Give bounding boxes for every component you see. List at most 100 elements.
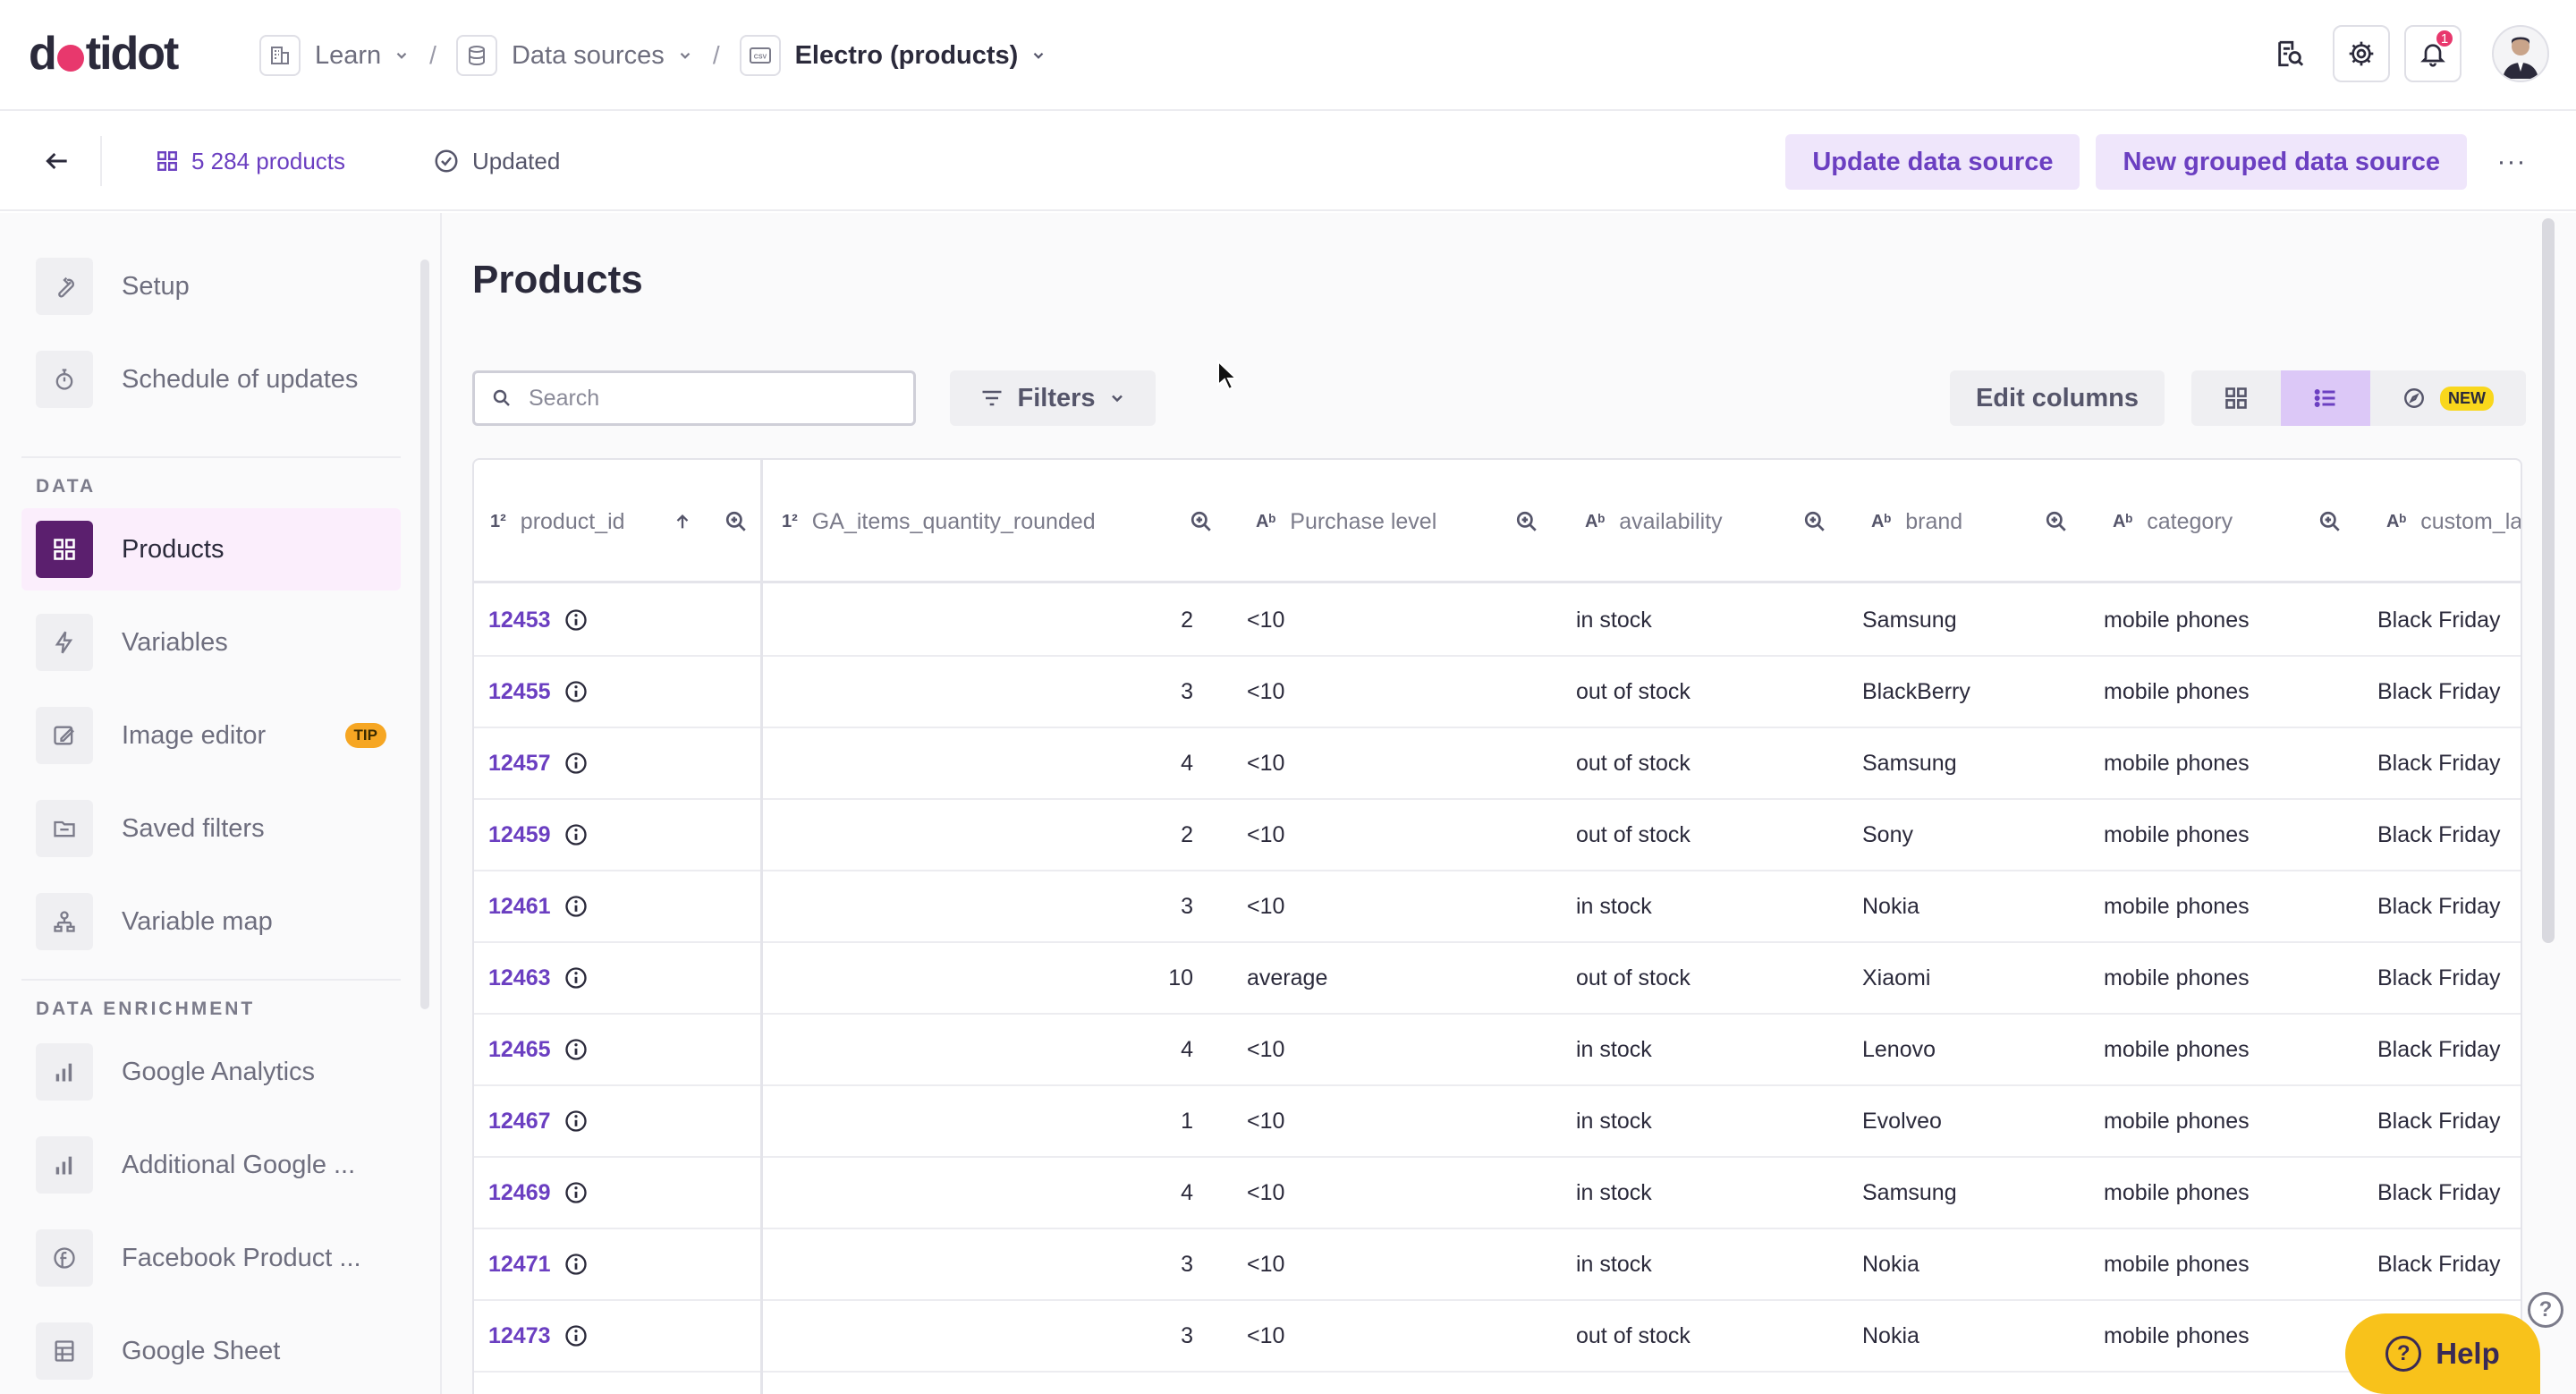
column-header-ga-quantity[interactable]: 1² GA_items_quantity_rounded xyxy=(782,460,1238,583)
cell-purchase-level: <10 xyxy=(1247,1086,1551,1156)
table-row[interactable]: 12453 2 <10 in stock Samsung mobile phones Bla… xyxy=(474,585,2521,657)
zoom-icon[interactable] xyxy=(1803,510,1826,533)
table-row[interactable]: 12461 3 <10 in stock Nokia mobile phones Black… xyxy=(474,871,2521,943)
cell-product-id-value: 12461 xyxy=(488,893,551,919)
cell-product-id[interactable]: 12471 xyxy=(488,1229,748,1299)
breadcrumb-electro-products[interactable]: CSV Electro (products) xyxy=(739,32,1047,79)
cell-product-id[interactable]: 12463 xyxy=(488,943,748,1013)
breadcrumb-learn-label: Learn xyxy=(315,40,382,70)
cell-product-id[interactable]: 12469 xyxy=(488,1158,748,1228)
list-view-button[interactable] xyxy=(2281,370,2370,426)
column-header-purchase-level[interactable]: Aᵇ Purchase level xyxy=(1256,460,1560,583)
info-icon[interactable] xyxy=(564,608,589,633)
sidebar-item-google-analytics[interactable]: Google Analytics xyxy=(21,1031,401,1113)
notifications-button[interactable]: 1 xyxy=(2404,25,2462,82)
settings-button[interactable] xyxy=(2333,25,2390,82)
grid-view-button[interactable] xyxy=(2191,370,2281,426)
sidebar-item-variable-map[interactable]: Variable map xyxy=(21,880,401,963)
sidebar-item-image-editor[interactable]: Image editor TIP xyxy=(21,694,401,777)
back-button[interactable] xyxy=(38,141,77,181)
edit-columns-button[interactable]: Edit columns xyxy=(1950,370,2165,426)
sub-header: 5 284 products Updated Update data sourc… xyxy=(0,111,2576,211)
table-row[interactable]: 12471 3 <10 in stock Nokia mobile phones Black… xyxy=(474,1229,2521,1301)
cell-brand: Nokia xyxy=(1862,1301,2095,1371)
sidebar-item-additional-google[interactable]: Additional Google ... xyxy=(21,1124,401,1206)
cell-product-id[interactable]: 12459 xyxy=(488,800,748,870)
sidebar-item-facebook-product[interactable]: Facebook Product ... xyxy=(21,1217,401,1299)
zoom-icon[interactable] xyxy=(2045,510,2068,533)
zoom-icon[interactable] xyxy=(1515,510,1538,533)
table-row[interactable]: 12463 10 average out of stock Xiaomi mobile p… xyxy=(474,943,2521,1015)
info-icon[interactable] xyxy=(564,679,589,704)
breadcrumb-data-sources[interactable]: Data sources xyxy=(455,32,693,79)
info-icon[interactable] xyxy=(564,1037,589,1062)
table-row[interactable]: 12457 4 <10 out of stock Samsung mobile phone… xyxy=(474,728,2521,800)
cell-ga-quantity-value: 4 xyxy=(1181,1179,1193,1205)
table-row[interactable]: 12469 4 <10 in stock Samsung mobile phones Bla… xyxy=(474,1158,2521,1229)
tip-badge: TIP xyxy=(344,723,386,748)
info-icon[interactable] xyxy=(564,894,589,919)
cell-product-id[interactable]: 12461 xyxy=(488,871,748,941)
table-row[interactable]: 12467 1 <10 in stock Evolveo mobile phones Bla… xyxy=(474,1086,2521,1158)
breadcrumb-learn[interactable]: Learn xyxy=(259,32,410,79)
cell-category: mobile phones xyxy=(2104,943,2363,1013)
sidebar-item-setup[interactable]: Setup xyxy=(21,245,401,327)
new-view-button[interactable]: NEW xyxy=(2370,370,2526,426)
sidebar-item-schedule[interactable]: Schedule of updates xyxy=(21,338,401,421)
cell-product-id[interactable]: 12455 xyxy=(488,657,748,727)
help-button[interactable]: ? Help xyxy=(2345,1313,2540,1394)
text-type-icon: Aᵇ xyxy=(2386,511,2407,531)
avatar[interactable] xyxy=(2492,25,2549,82)
info-icon[interactable] xyxy=(564,1180,589,1205)
table-row[interactable]: 12473 3 <10 out of stock Nokia mobile phones xyxy=(474,1301,2521,1373)
cell-product-id[interactable]: 12473 xyxy=(488,1301,748,1371)
cell-product-id[interactable]: 12453 xyxy=(488,585,748,655)
info-icon[interactable] xyxy=(564,1252,589,1277)
sidebar-item-saved-filters[interactable]: Saved filters xyxy=(21,787,401,870)
cell-product-id[interactable]: 12467 xyxy=(488,1086,748,1156)
product-count-link[interactable]: 5 284 products xyxy=(156,143,345,179)
cell-product-id[interactable]: 12465 xyxy=(488,1015,748,1084)
table-row[interactable]: 12459 2 <10 out of stock Sony mobile phones Bl… xyxy=(474,800,2521,871)
info-icon[interactable] xyxy=(564,1323,589,1348)
cell-ga-quantity-value: 3 xyxy=(1181,1322,1193,1348)
cell-availability: in stock xyxy=(1576,585,1844,655)
info-icon[interactable] xyxy=(564,822,589,847)
main-scrollbar[interactable] xyxy=(2542,218,2555,943)
column-header-product-id[interactable]: 1² product_id xyxy=(490,460,758,583)
cell-brand: Samsung xyxy=(1862,728,2095,798)
cell-category-value: mobile phones xyxy=(2104,1322,2250,1348)
sort-ascending-icon[interactable] xyxy=(673,512,692,531)
cell-custom-label: Black Friday xyxy=(2377,1086,2521,1156)
cell-ga-quantity-value: 10 xyxy=(1168,965,1193,990)
sidebar-item-products[interactable]: Products xyxy=(21,508,401,591)
docs-search-button[interactable] xyxy=(2261,25,2318,82)
new-grouped-data-source-button[interactable]: New grouped data source xyxy=(2096,134,2467,190)
sidebar-item-google-sheet[interactable]: Google Sheet xyxy=(21,1310,401,1392)
cell-ga-quantity-value: 2 xyxy=(1181,607,1193,633)
column-header-availability[interactable]: Aᵇ availability xyxy=(1585,460,1853,583)
column-header-custom-label[interactable]: Aᵇ custom_lab xyxy=(2386,460,2521,583)
search-icon xyxy=(493,389,510,406)
update-data-source-button[interactable]: Update data source xyxy=(1785,134,2080,190)
info-icon[interactable] xyxy=(564,751,589,776)
sidebar-scrollbar[interactable] xyxy=(420,259,429,1009)
info-icon[interactable] xyxy=(564,1109,589,1134)
cell-product-id[interactable]: 12457 xyxy=(488,728,748,798)
help-circle-icon[interactable]: ? xyxy=(2528,1292,2563,1328)
info-icon[interactable] xyxy=(564,965,589,990)
sidebar-item-variables[interactable]: Variables xyxy=(21,601,401,684)
table-row[interactable]: 12465 4 <10 in stock Lenovo mobile phones Blac… xyxy=(474,1015,2521,1086)
cell-availability: out of stock xyxy=(1576,943,1844,1013)
dotidot-logo[interactable]: d tidot xyxy=(29,27,179,81)
column-header-brand[interactable]: Aᵇ brand xyxy=(1871,460,2104,583)
more-options-button[interactable]: ··· xyxy=(2496,147,2527,176)
zoom-icon[interactable] xyxy=(1190,510,1213,533)
column-header-category[interactable]: Aᵇ category xyxy=(2113,460,2363,583)
search-input[interactable] xyxy=(529,385,886,412)
table-row[interactable]: 12455 3 <10 out of stock BlackBerry mobile ph… xyxy=(474,657,2521,728)
cell-product-id-value: 12457 xyxy=(488,750,551,776)
zoom-icon[interactable] xyxy=(724,510,748,533)
zoom-icon[interactable] xyxy=(2318,510,2342,533)
filters-button[interactable]: Filters xyxy=(950,370,1156,426)
